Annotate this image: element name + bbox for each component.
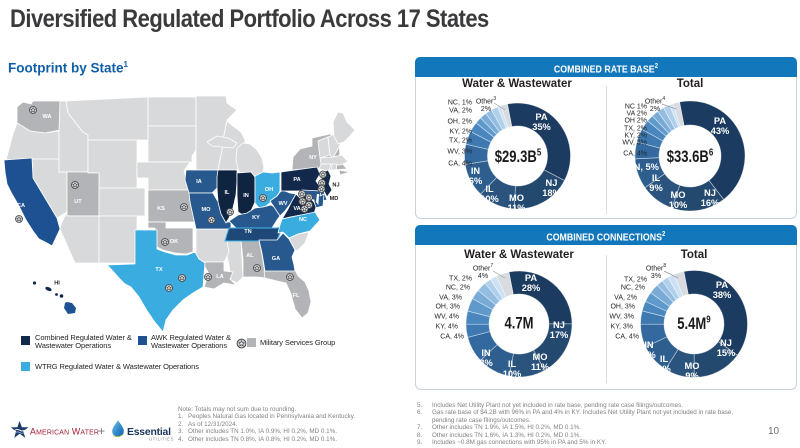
svg-text:FL: FL bbox=[293, 293, 300, 299]
svg-text:OK: OK bbox=[170, 239, 178, 245]
svg-text:IA: IA bbox=[196, 179, 202, 185]
svg-text:PA: PA bbox=[293, 177, 300, 183]
svg-text:IN: IN bbox=[243, 193, 249, 199]
svg-text:VA: VA bbox=[293, 206, 300, 212]
svg-text:TN: TN bbox=[244, 229, 251, 235]
svg-text:NJ: NJ bbox=[332, 183, 339, 189]
svg-text:KY: KY bbox=[252, 215, 260, 221]
svg-text:KS: KS bbox=[157, 206, 165, 212]
svg-text:CA: CA bbox=[17, 203, 25, 209]
svg-text:UT: UT bbox=[74, 199, 82, 205]
svg-text:HI: HI bbox=[54, 281, 60, 287]
svg-text:IL: IL bbox=[225, 190, 231, 196]
svg-text:WV: WV bbox=[278, 201, 287, 207]
svg-text:AL: AL bbox=[246, 253, 254, 259]
svg-text:MO: MO bbox=[201, 207, 211, 213]
svg-text:MD: MD bbox=[330, 196, 339, 202]
svg-text:UTILITIES: UTILITIES bbox=[149, 437, 174, 442]
svg-text:WA: WA bbox=[42, 114, 51, 120]
svg-text:NY: NY bbox=[309, 155, 317, 161]
svg-text:Essential: Essential bbox=[127, 427, 171, 438]
svg-text:NC: NC bbox=[299, 217, 307, 223]
svg-text:LA: LA bbox=[216, 274, 223, 280]
svg-text:OH: OH bbox=[265, 187, 273, 193]
svg-text:+: + bbox=[98, 424, 105, 438]
svg-text:AMERICAN WATER: AMERICAN WATER bbox=[30, 427, 99, 437]
svg-text:TX: TX bbox=[155, 267, 162, 273]
svg-text:GA: GA bbox=[272, 256, 280, 262]
